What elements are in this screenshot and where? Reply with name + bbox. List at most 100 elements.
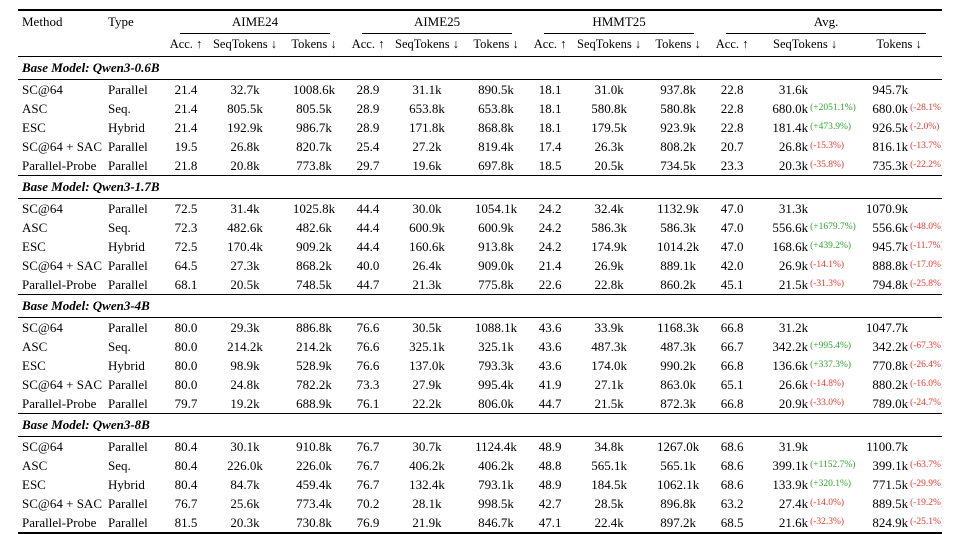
type-cell: Parallel [108, 257, 148, 273]
type-cell: Seq. [108, 338, 131, 354]
section-header-row: Base Model: Qwen3-1.7B [18, 175, 943, 200]
value: 1047.7k [865, 319, 909, 335]
sub-header-row: Acc. ↑ SeqTokens ↓ Tokens ↓ Acc. ↑ SeqTo… [18, 34, 943, 58]
table-header: Method Type AIME24 AIME25 HMMT25 Avg. Ac… [18, 10, 943, 58]
method-cell: ASC [22, 100, 48, 116]
avg-tokens-cell: 735.3k (-22.2%) [856, 156, 942, 176]
value-cell: 819.4k [478, 138, 514, 154]
table-row: SC@64 Parallel 80.4 30.1k 910.8k 76.7 30.7k 112… [18, 437, 942, 457]
value: 926.5k [872, 119, 909, 135]
value-cell: 24.2 [538, 200, 562, 216]
value-cell: 226.0k [227, 457, 263, 473]
value-cell: 44.4 [356, 238, 380, 254]
value-cell: 1267.0k [656, 438, 700, 454]
value: 26.8k [778, 138, 809, 154]
value-cell: 68.6 [720, 476, 744, 492]
value-cell: 214.2k [296, 338, 332, 354]
pct-annotation: (-29.9%) [910, 478, 943, 489]
value-cell: 1054.1k [474, 200, 518, 216]
value-cell: 482.6k [296, 219, 332, 235]
value-cell: 1014.2k [656, 238, 700, 254]
value-cell: 47.0 [720, 200, 744, 216]
value: 824.9k [872, 514, 909, 530]
avg-tokens-cell: 816.1k (-13.7%) [856, 137, 942, 156]
value: 945.7k [872, 81, 909, 97]
group-header-aime24: AIME24 [164, 10, 346, 35]
subcol-acc: Acc. ↑ [710, 34, 755, 58]
value: 136.6k [772, 357, 809, 373]
avg-tokens-cell: 556.6k (-48.0%) [856, 218, 942, 237]
value-cell: 84.7k [230, 476, 260, 492]
value-cell: 793.1k [478, 476, 514, 492]
avg-tokens-cell: 794.8k (-25.8%) [856, 275, 942, 295]
value-cell: 995.4k [478, 376, 514, 392]
value-cell: 80.4 [174, 476, 198, 492]
table-row: ESC Hybrid 80.4 84.7k 459.4k 76.7 132.4k 793.1k… [18, 475, 942, 494]
value-cell: 80.0 [174, 338, 198, 354]
section-header-row: Base Model: Qwen3-0.6B [18, 56, 943, 81]
avg-tokens-cell: 789.0k (-24.7%) [856, 394, 942, 414]
method-cell: ASC [22, 338, 48, 354]
value-cell: 160.6k [409, 238, 445, 254]
subcol-acc: Acc. ↑ [164, 34, 208, 58]
value-cell: 184.5k [591, 476, 627, 492]
value-cell: 28.5k [594, 495, 624, 511]
value-cell: 730.8k [296, 514, 332, 530]
type-cell: Parallel [108, 395, 148, 411]
pct-annotation: (-67.3%) [910, 340, 943, 351]
value-cell: 782.2k [296, 376, 332, 392]
value-cell: 44.7 [538, 395, 562, 411]
avg-tokens-cell: 680.0k (-28.1%) [856, 99, 942, 118]
avg-seqtokens-cell: 133.9k (+320.1%) [754, 475, 856, 494]
value-cell: 18.5 [538, 157, 562, 173]
pct-annotation: (-22.2%) [910, 159, 943, 170]
avg-tokens-cell: 342.2k (-67.3%) [856, 337, 942, 356]
value-cell: 47.1 [538, 514, 562, 530]
value-cell: 20.5k [230, 276, 260, 292]
method-cell: Parallel-Probe [22, 514, 97, 530]
value-cell: 565.1k [591, 457, 627, 473]
type-cell: Seq. [108, 100, 131, 116]
value-cell: 19.2k [230, 395, 260, 411]
value-cell: 28.9 [356, 81, 380, 97]
value-cell: 889.1k [660, 257, 696, 273]
value-cell: 80.4 [174, 457, 198, 473]
value-cell: 226.0k [296, 457, 332, 473]
pct-annotation: (-24.7%) [910, 397, 943, 408]
type-cell: Parallel [108, 376, 148, 392]
value-cell: 773.8k [296, 157, 332, 173]
value-cell: 76.6 [356, 338, 380, 354]
value-cell: 325.1k [409, 338, 445, 354]
avg-tokens-cell: 1047.7k [856, 318, 942, 338]
value-cell: 40.0 [356, 257, 380, 273]
value: 889.5k [872, 495, 909, 511]
value-cell: 132.4k [409, 476, 445, 492]
avg-seqtokens-cell: 31.9k [754, 437, 856, 457]
subcol-tokens: Tokens ↓ [856, 34, 943, 58]
avg-seqtokens-cell: 31.2k [754, 318, 856, 338]
value-cell: 76.7 [174, 495, 198, 511]
value-cell: 21.4 [538, 257, 562, 273]
value-cell: 47.0 [720, 219, 744, 235]
value-cell: 27.2k [412, 138, 442, 154]
value-cell: 29.3k [230, 319, 260, 335]
avg-seqtokens-cell: 399.1k (+1152.7%) [754, 456, 856, 475]
value: 880.2k [872, 376, 909, 392]
type-cell: Hybrid [108, 357, 145, 373]
value-cell: 76.7 [356, 438, 380, 454]
value-cell: 66.8 [720, 319, 744, 335]
subcol-seqtokens: SeqTokens ↓ [208, 34, 282, 58]
value-cell: 68.5 [720, 514, 744, 530]
value-cell: 688.9k [296, 395, 332, 411]
value-cell: 76.7 [356, 457, 380, 473]
value-cell: 820.7k [296, 138, 332, 154]
value-cell: 1025.8k [292, 200, 336, 216]
avg-tokens-cell: 888.8k (-17.0%) [856, 256, 942, 275]
avg-tokens-cell: 1070.9k [856, 199, 942, 219]
method-cell: SC@64 + SAC [22, 495, 102, 511]
pct-annotation: (-14.1%) [810, 259, 845, 270]
subcol-acc: Acc. ↑ [346, 34, 391, 58]
avg-seqtokens-cell: 26.9k (-14.1%) [754, 256, 856, 275]
pct-annotation: (-28.1%) [910, 102, 943, 113]
group-label: Avg. [726, 14, 927, 34]
